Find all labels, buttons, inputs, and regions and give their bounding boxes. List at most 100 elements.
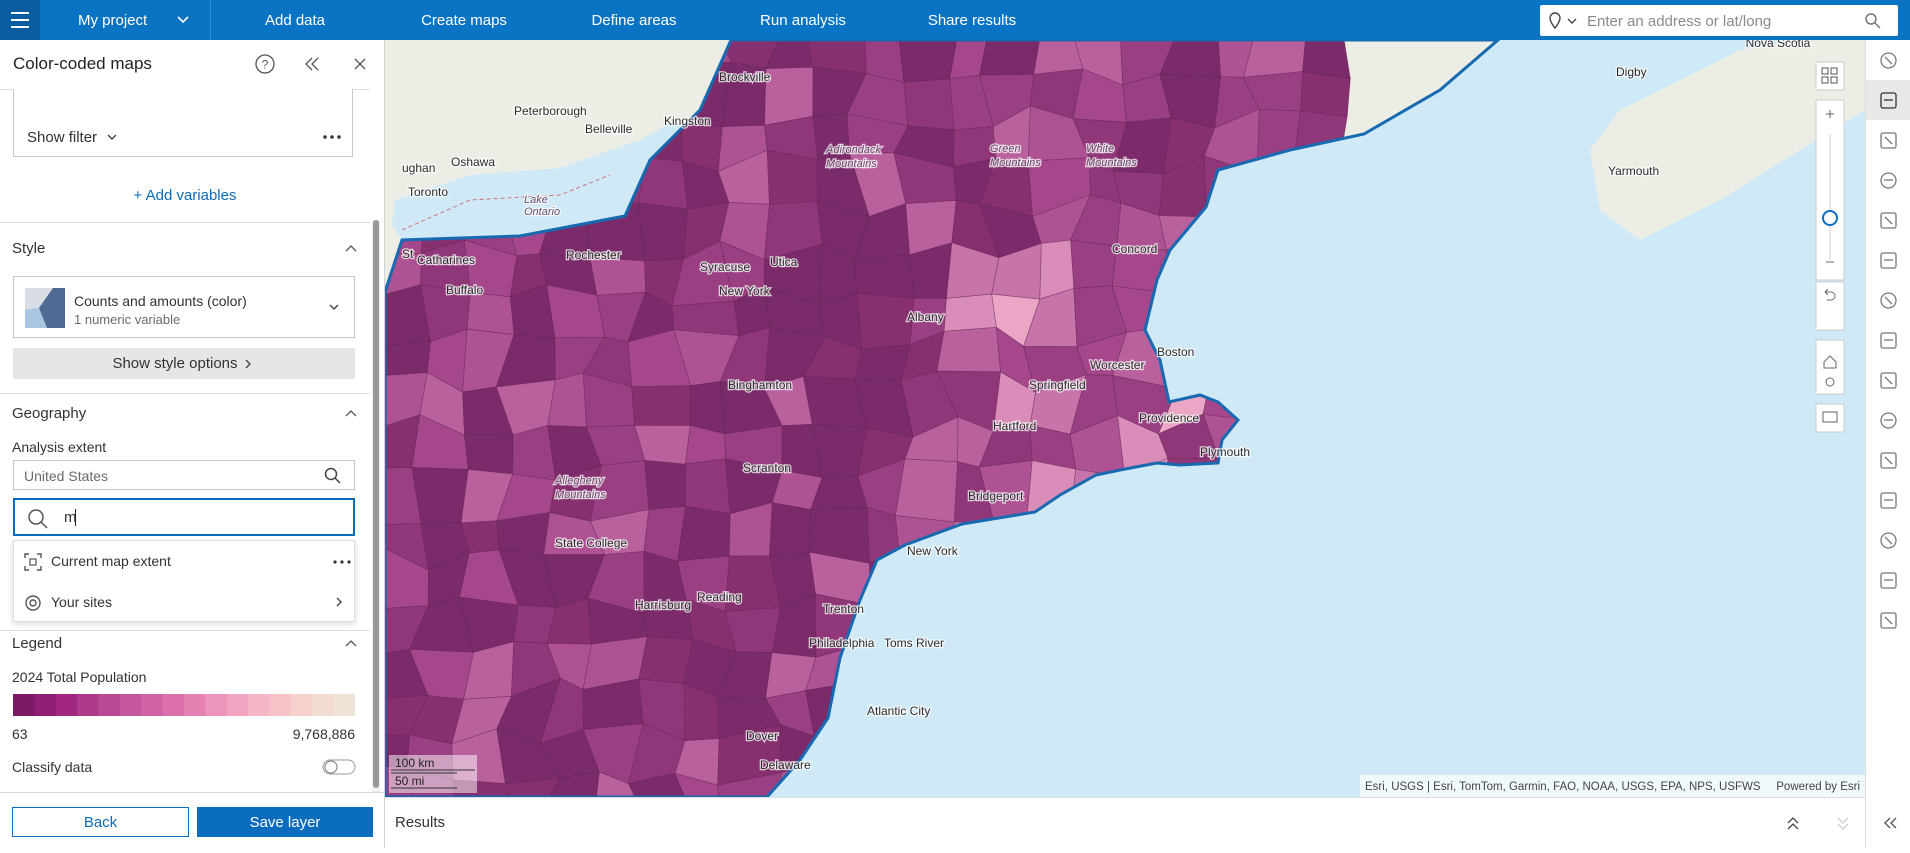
glyph: [1884, 376, 1893, 385]
glyph: [1880, 532, 1897, 549]
tool-icon[interactable]: [1880, 532, 1897, 549]
county: [897, 40, 958, 83]
tool-icon[interactable]: [1880, 492, 1897, 509]
map-label: Catharines: [417, 253, 475, 267]
tool-icon[interactable]: [1880, 332, 1897, 349]
glyph: [1880, 212, 1897, 229]
map-label: Hartford: [993, 419, 1036, 433]
tool-icon[interactable]: [1880, 412, 1897, 429]
map-label: Oshawa: [451, 155, 495, 169]
map-label: Nova Scotia: [1746, 40, 1811, 50]
project-name[interactable]: My project: [78, 12, 148, 29]
map-label: Ontario: [524, 206, 560, 218]
ramp-swatch: [119, 694, 142, 716]
map-label: Syracuse: [700, 260, 750, 274]
ramp-swatch: [34, 694, 57, 716]
more-icon[interactable]: [322, 134, 342, 140]
show-filter[interactable]: Show filter: [27, 129, 98, 146]
zoom-widget[interactable]: [1810, 60, 1848, 440]
ramp-swatch: [205, 694, 228, 716]
chevron: [336, 597, 342, 607]
map-label: Dover: [746, 729, 778, 743]
tool-icon[interactable]: [1880, 612, 1897, 629]
project-chevron[interactable]: [176, 14, 190, 26]
tool-icon[interactable]: [1880, 292, 1897, 309]
menu-button[interactable]: [0, 0, 40, 40]
geography-heading: Geography: [12, 405, 87, 422]
tool-icon[interactable]: [1880, 132, 1897, 149]
collapse-icon[interactable]: [344, 639, 358, 649]
search-text: m: [64, 509, 77, 526]
collapse-icon[interactable]: [344, 409, 358, 419]
top-bar: My project Add data Create maps Define are…: [0, 0, 1910, 40]
tool-icon[interactable]: [1880, 372, 1897, 389]
show-style-options[interactable]: Show style options: [13, 348, 355, 379]
scale-line: [391, 769, 475, 789]
scale-bg: [389, 755, 477, 793]
search-box[interactable]: Enter an address or lat/long: [1540, 5, 1898, 36]
search-icon: [28, 509, 48, 529]
county: [690, 381, 726, 435]
county: [764, 66, 814, 126]
classify-toggle[interactable]: [322, 758, 356, 776]
results-bar: Results: [385, 797, 1865, 848]
map-label: ughan: [402, 161, 435, 175]
results-controls[interactable]: [1785, 814, 1855, 834]
analysis-extent-label: Analysis extent: [12, 439, 107, 455]
menu-icon: [11, 12, 29, 28]
menu-item[interactable]: Your sites: [51, 594, 112, 610]
tool-icon[interactable]: [1880, 212, 1897, 229]
save-button[interactable]: Save layer: [197, 807, 373, 837]
map-label: Mountains: [1086, 157, 1137, 169]
nav-item[interactable]: Share results: [927, 12, 1017, 29]
glyph: [1884, 616, 1893, 625]
county: [593, 771, 650, 797]
nav-item[interactable]: Add data: [264, 12, 326, 29]
ramp-swatch: [77, 694, 99, 716]
menu-item[interactable]: Current map extent: [51, 553, 171, 569]
ramp-swatch: [55, 694, 78, 716]
map-controls: [1810, 60, 1848, 440]
county: [464, 434, 514, 475]
panel-actions[interactable]: ?: [254, 53, 374, 75]
add-variables[interactable]: + Add variables: [133, 187, 237, 204]
tool-icon[interactable]: [1880, 572, 1897, 589]
county: [631, 385, 691, 426]
extent-input[interactable]: United States: [13, 460, 355, 490]
map-label: Providence: [1139, 411, 1199, 425]
tool-icon[interactable]: [1880, 172, 1897, 189]
style-thumbnail: [25, 288, 65, 328]
map-label: Peterborough: [514, 104, 587, 118]
style-card[interactable]: Counts and amounts (color) 1 numeric var…: [13, 276, 355, 338]
nav-item[interactable]: Define areas: [591, 12, 677, 29]
tool-icon[interactable]: [1880, 452, 1897, 469]
glyph: [1880, 332, 1897, 349]
divider: [0, 222, 370, 223]
nav-item[interactable]: Run analysis: [760, 12, 846, 29]
ramp-swatch: [290, 694, 313, 716]
tool-icon[interactable]: [1880, 92, 1897, 109]
collapse-icon[interactable]: [1884, 817, 1897, 829]
tool-icon[interactable]: [1880, 252, 1897, 269]
map[interactable]: Nova Scotia Digby Yarmouth Brockville Peterb…: [385, 40, 1865, 797]
more-icon[interactable]: [332, 559, 352, 565]
ramp-swatch: [333, 694, 355, 716]
map-label: Springfield: [1029, 378, 1086, 392]
search-icon: [1865, 13, 1881, 29]
locator-icon: [1549, 12, 1577, 30]
back-button[interactable]: Back: [12, 807, 189, 837]
tool-icon[interactable]: [1880, 52, 1897, 69]
right-toolbar: [1865, 40, 1910, 848]
map-label: Brockville: [719, 70, 771, 84]
attribution: Esri, USGS | Esri, TomTom, Garmin, FAO, …: [1365, 781, 1761, 793]
county: [943, 293, 997, 332]
county: [589, 257, 646, 296]
extent-menu: Current map extent Your sites: [13, 540, 355, 622]
glyph: [1880, 292, 1897, 309]
map-label: Mountains: [555, 489, 606, 501]
collapse-icon[interactable]: [344, 244, 358, 254]
scrollbar-thumb[interactable]: [373, 220, 379, 788]
extent-search-input[interactable]: m: [13, 498, 355, 536]
nav-item[interactable]: Create maps: [421, 12, 507, 29]
